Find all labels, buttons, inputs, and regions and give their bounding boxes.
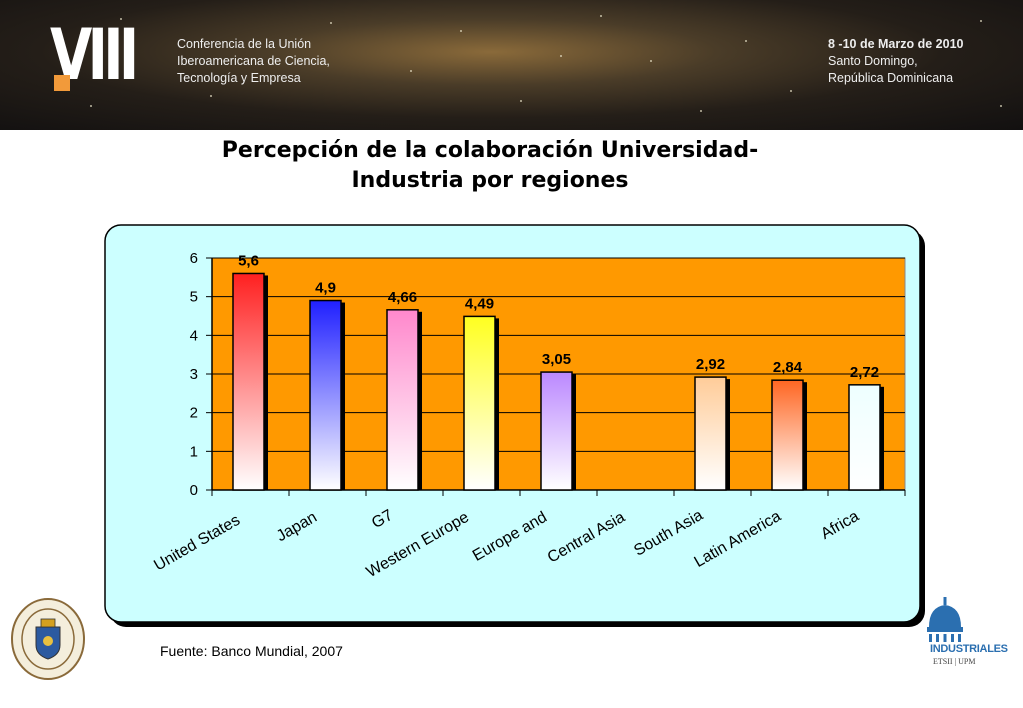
conference-line-1: Conferencia de la Unión xyxy=(177,37,312,51)
conference-line-2: Iberoamericana de Ciencia, xyxy=(177,54,330,68)
conference-country: República Dominicana xyxy=(828,71,954,85)
bar-5 xyxy=(694,376,727,491)
conference-city: Santo Domingo, xyxy=(828,54,918,68)
bar-3 xyxy=(463,315,496,491)
y-tick-label-3: 3 xyxy=(190,366,198,383)
y-tick-label-1: 1 xyxy=(190,443,198,460)
data-label-4: 3,05 xyxy=(542,351,571,368)
data-label-2: 4,66 xyxy=(388,289,417,306)
data-label-1: 4,9 xyxy=(315,280,336,297)
industriales-subtitle: ETSII | UPM xyxy=(933,657,976,666)
conference-date-location: 8 -10 de Marzo de 2010 Santo Domingo, Re… xyxy=(828,36,1018,87)
data-labels: 5,6 4,9 4,66 4,49 3,05 2,92 2,84 2,72 xyxy=(238,252,879,380)
bar-4 xyxy=(540,371,573,491)
source-note: Fuente: Banco Mundial, 2007 xyxy=(160,643,343,659)
data-label-3: 4,49 xyxy=(465,295,494,312)
y-tick-label-0: 0 xyxy=(190,482,198,499)
data-label-5: 2,92 xyxy=(696,356,725,373)
logo-accent-square xyxy=(54,75,70,91)
bar-1 xyxy=(309,299,342,491)
slide-title: Percepción de la colaboración Universida… xyxy=(150,136,830,196)
y-tick-label-5: 5 xyxy=(190,289,198,306)
bar-6 xyxy=(771,379,804,491)
upm-seal-logo xyxy=(11,598,85,680)
slide-title-line-1: Percepción de la colaboración Universida… xyxy=(221,138,759,163)
y-tick-label-4: 4 xyxy=(190,327,198,344)
conference-banner: VIII Conferencia de la Unión Iberoameric… xyxy=(0,0,1023,130)
conference-date: 8 -10 de Marzo de 2010 xyxy=(828,37,964,51)
dome-icon xyxy=(927,597,963,642)
bars xyxy=(232,272,884,491)
bar-0 xyxy=(232,272,265,491)
data-label-7: 2,72 xyxy=(850,364,879,381)
bar-2 xyxy=(386,309,419,491)
industriales-logo: INDUSTRIALES ETSII | UPM xyxy=(925,597,1020,677)
conference-name: Conferencia de la Unión Iberoamericana d… xyxy=(177,36,407,87)
conference-line-3: Tecnología y Empresa xyxy=(177,71,301,85)
industriales-wordmark: INDUSTRIALES xyxy=(930,643,1008,655)
y-tick-label-6: 6 xyxy=(190,250,198,267)
data-label-0: 5,6 xyxy=(238,252,259,269)
y-tick-label-2: 2 xyxy=(190,405,198,422)
bar-7 xyxy=(848,384,881,491)
slide-title-line-2: Industria por regiones xyxy=(351,168,629,193)
data-label-6: 2,84 xyxy=(773,359,803,376)
